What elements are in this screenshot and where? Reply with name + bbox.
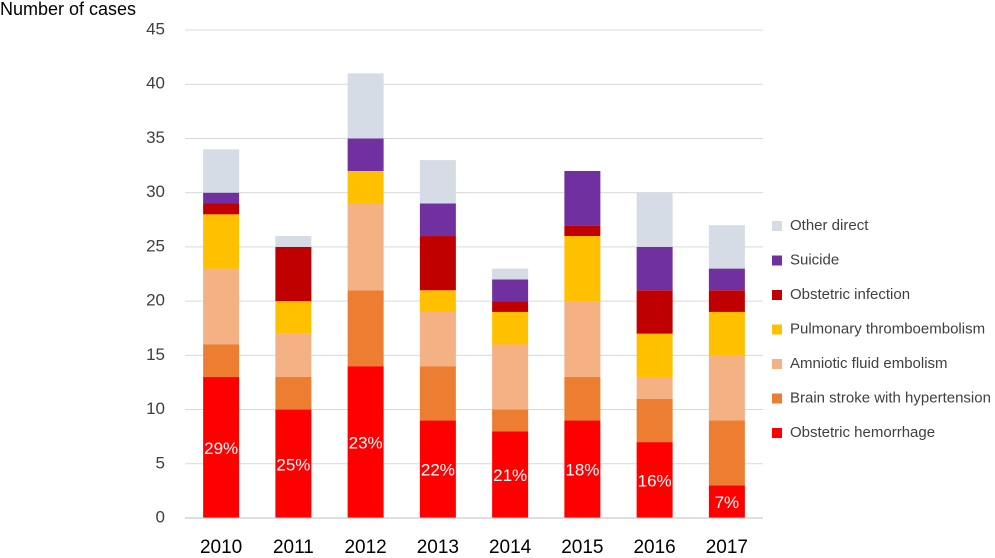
bar-segment [492, 409, 529, 432]
bar-segment [419, 311, 456, 367]
legend-label: Other direct [790, 217, 869, 234]
bar-segment [636, 246, 673, 291]
y-tick-label: 5 [156, 453, 165, 472]
bar-segment [275, 333, 312, 378]
bar-segment [347, 366, 384, 518]
bar-segment [492, 301, 529, 312]
bar-segment [203, 344, 240, 378]
legend-swatch [772, 290, 782, 300]
bar-segment [203, 149, 240, 193]
bar-segment [708, 268, 745, 291]
bar-segment [275, 246, 312, 302]
bar-segment [275, 236, 312, 247]
y-tick-label: 15 [146, 345, 165, 364]
x-tick-label: 2012 [344, 537, 386, 558]
bar-segment [492, 311, 529, 345]
bar-segment [564, 225, 601, 237]
bar-segment [636, 333, 673, 378]
y-tick-label: 20 [146, 291, 165, 310]
bar-segment [347, 290, 384, 367]
bar-segment [564, 420, 601, 518]
percent-label: 7% [715, 493, 740, 512]
bar-segment [275, 301, 312, 334]
y-tick-label: 25 [146, 236, 165, 255]
bar-segment [347, 73, 384, 139]
y-tick-label: 40 [146, 74, 165, 93]
bar-segment [636, 377, 673, 399]
bar-segment [419, 160, 456, 204]
bar-segment [636, 192, 673, 247]
bar-segment [347, 170, 384, 204]
legend-label: Obstetric infection [790, 286, 910, 303]
percent-label: 29% [204, 439, 238, 458]
bar-segment [203, 377, 240, 518]
x-tick-label: 2015 [561, 537, 603, 558]
bar-segment [419, 290, 456, 312]
bar-segment [347, 203, 384, 291]
percent-label: 16% [638, 472, 672, 491]
bar-segment [636, 398, 673, 443]
x-tick-label: 2017 [706, 537, 748, 558]
bar-segment [564, 301, 601, 378]
legend-label: Suicide [790, 251, 839, 268]
legend-label: Amniotic fluid embolism [790, 355, 948, 372]
bar-segment [347, 138, 384, 171]
bar-segment [708, 311, 745, 356]
legend-swatch [772, 393, 782, 404]
y-tick-label: 35 [146, 128, 165, 147]
bar-segment [564, 236, 601, 302]
x-tick-label: 2013 [417, 537, 459, 558]
bar-segment [564, 377, 601, 421]
legend-label: Pulmonary thromboembolism [790, 320, 985, 337]
bar-segment [203, 203, 240, 215]
percent-label: 25% [276, 455, 310, 474]
legend-swatch [772, 221, 782, 231]
y-tick-label: 45 [146, 19, 165, 38]
bar-segment [203, 192, 240, 204]
bar-segment [708, 225, 745, 269]
bar-segment [203, 214, 240, 269]
bar-segment [492, 431, 529, 518]
legend-label: Obstetric hemorrhage [790, 424, 935, 441]
bar-segment [419, 366, 456, 421]
bar-segment [492, 279, 529, 302]
bar-segment [419, 236, 456, 291]
legend-label: Brain stroke with hypertension [790, 389, 991, 406]
x-tick-label: 2016 [633, 537, 675, 558]
bar-segment [275, 377, 312, 410]
percent-label: 23% [349, 434, 383, 453]
bar-segment [636, 290, 673, 334]
bar-segment [492, 344, 529, 410]
bar-segment [203, 268, 240, 345]
y-axis-title: Number of cases [0, 0, 136, 19]
bar-segment [419, 420, 456, 518]
bar-segment [708, 355, 745, 421]
bar-segment [708, 290, 745, 312]
percent-label: 22% [421, 461, 455, 480]
bar-segment [419, 203, 456, 237]
y-tick-label: 30 [146, 182, 165, 201]
x-tick-label: 2010 [200, 537, 242, 558]
percent-label: 18% [565, 461, 599, 480]
bar-segment [708, 485, 745, 518]
bar-segment [636, 442, 673, 518]
legend-swatch [772, 359, 782, 369]
y-tick-label: 10 [146, 399, 165, 418]
legend-swatch [772, 324, 782, 335]
bar-segment [708, 420, 745, 486]
percent-label: 21% [493, 466, 527, 485]
x-tick-label: 2011 [273, 537, 314, 558]
y-tick-label: 0 [156, 507, 165, 526]
bar-segment [564, 170, 601, 226]
legend-swatch [772, 255, 782, 266]
legend-swatch [772, 428, 782, 438]
bar-segment [492, 268, 529, 280]
x-tick-label: 2014 [489, 537, 532, 558]
bar-segment [275, 409, 312, 518]
